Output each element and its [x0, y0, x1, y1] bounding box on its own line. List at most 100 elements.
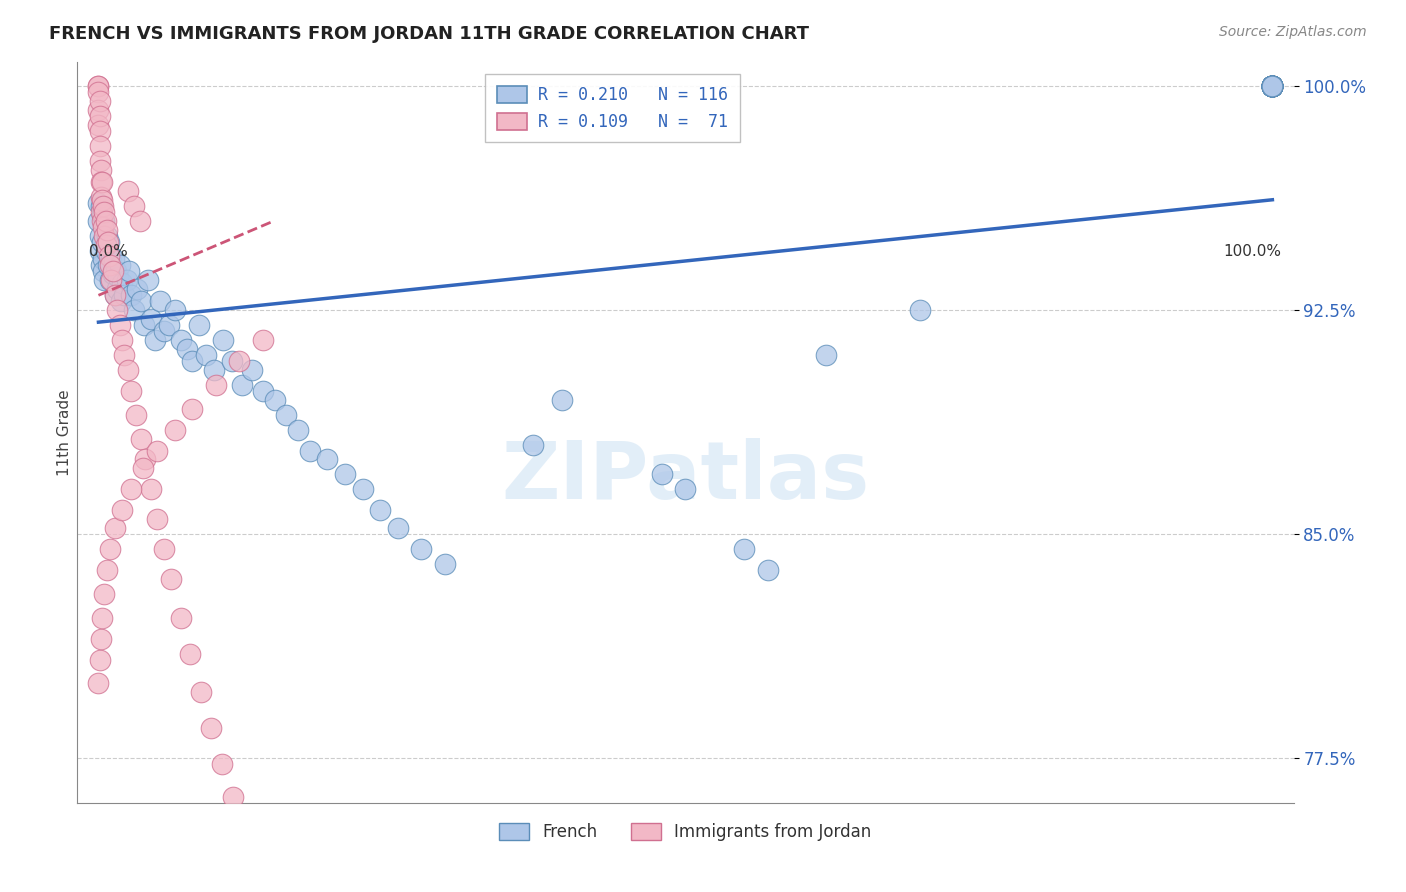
Point [98, 542, 121, 557]
Point [1261, 79, 1284, 94]
Point [228, 354, 250, 368]
Point [89, 109, 111, 123]
Point [551, 392, 574, 407]
Point [181, 401, 204, 416]
Point [160, 572, 183, 586]
Point [1261, 79, 1284, 94]
Point [90, 199, 112, 213]
Point [93, 587, 115, 601]
Y-axis label: 11th Grade: 11th Grade [56, 389, 72, 476]
Point [1261, 79, 1284, 94]
Point [1261, 79, 1284, 94]
Point [87, 79, 110, 94]
Point [136, 273, 159, 287]
Point [97, 259, 120, 273]
Point [89, 139, 111, 153]
Point [98, 273, 121, 287]
Point [181, 354, 204, 368]
Point [120, 288, 142, 302]
Point [222, 789, 245, 804]
Point [90, 632, 112, 646]
Point [91, 219, 114, 234]
Point [1261, 79, 1284, 94]
Point [1261, 79, 1284, 94]
Point [94, 237, 117, 252]
Point [1261, 79, 1284, 94]
Point [1261, 79, 1284, 94]
Point [125, 408, 148, 422]
Point [87, 676, 110, 690]
Point [1261, 79, 1284, 94]
Point [132, 461, 155, 475]
Point [252, 333, 274, 347]
Point [169, 333, 191, 347]
Point [120, 483, 142, 497]
Point [117, 184, 139, 198]
Point [1261, 79, 1284, 94]
Point [387, 521, 409, 535]
Point [87, 85, 110, 99]
Point [90, 259, 112, 273]
Point [205, 377, 228, 392]
Point [111, 333, 134, 347]
Point [221, 354, 243, 368]
Point [127, 282, 149, 296]
Point [105, 303, 128, 318]
Point [212, 333, 235, 347]
Point [89, 652, 111, 666]
Point [90, 190, 112, 204]
Point [91, 213, 114, 227]
Point [1261, 79, 1284, 94]
Point [257, 876, 280, 890]
Point [1261, 79, 1284, 94]
Point [153, 542, 176, 557]
Point [1261, 79, 1284, 94]
Point [1261, 79, 1284, 94]
Point [134, 318, 156, 333]
Point [87, 118, 110, 132]
Point [1261, 79, 1284, 94]
Point [129, 432, 152, 446]
Point [276, 408, 298, 422]
Point [93, 228, 115, 243]
Point [231, 377, 253, 392]
Point [200, 721, 222, 735]
Point [89, 153, 111, 168]
Point [522, 437, 544, 451]
Point [111, 503, 134, 517]
Point [89, 244, 111, 258]
Point [93, 204, 115, 219]
Point [1261, 79, 1284, 94]
Point [104, 288, 127, 302]
Point [117, 363, 139, 377]
Point [115, 273, 138, 287]
Point [87, 79, 110, 94]
Point [122, 199, 145, 213]
Point [89, 95, 111, 109]
Point [352, 483, 374, 497]
Point [1261, 79, 1284, 94]
Point [146, 512, 169, 526]
Point [1261, 79, 1284, 94]
Point [105, 282, 128, 296]
Point [89, 124, 111, 138]
Point [96, 222, 118, 236]
Point [1261, 79, 1284, 94]
Point [675, 483, 697, 497]
Point [91, 175, 114, 189]
Point [89, 228, 111, 243]
Point [104, 288, 127, 302]
Point [96, 563, 118, 577]
Point [1261, 79, 1284, 94]
Point [756, 563, 779, 577]
Point [176, 342, 198, 356]
Point [233, 820, 256, 834]
Text: 0.0%: 0.0% [89, 244, 128, 259]
Point [108, 318, 131, 333]
Point [90, 204, 112, 219]
Point [91, 264, 114, 278]
Point [815, 348, 838, 362]
Point [908, 303, 931, 318]
Point [111, 277, 134, 291]
Point [104, 521, 127, 535]
